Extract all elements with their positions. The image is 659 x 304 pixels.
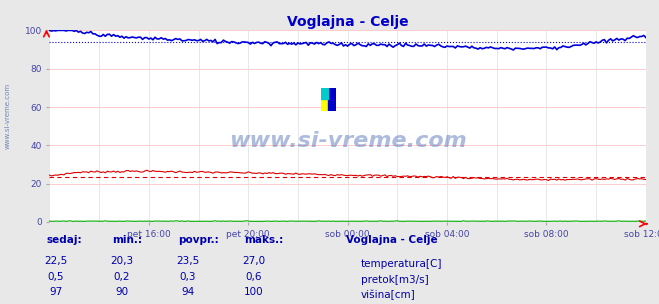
Text: 100: 100 bbox=[244, 287, 264, 297]
Text: sedaj:: sedaj: bbox=[46, 235, 82, 245]
Text: min.:: min.: bbox=[112, 235, 142, 245]
Text: 20,3: 20,3 bbox=[110, 257, 134, 267]
Text: 90: 90 bbox=[115, 287, 129, 297]
Text: povpr.:: povpr.: bbox=[178, 235, 219, 245]
Text: www.si-vreme.com: www.si-vreme.com bbox=[5, 82, 11, 149]
Text: 94: 94 bbox=[181, 287, 194, 297]
Text: 97: 97 bbox=[49, 287, 63, 297]
Text: www.si-vreme.com: www.si-vreme.com bbox=[229, 132, 467, 151]
Text: temperatura[C]: temperatura[C] bbox=[361, 260, 443, 269]
Text: 27,0: 27,0 bbox=[242, 257, 266, 267]
Text: Voglajna - Celje: Voglajna - Celje bbox=[346, 235, 438, 245]
Text: 22,5: 22,5 bbox=[44, 257, 68, 267]
Text: 0,3: 0,3 bbox=[179, 272, 196, 282]
Title: Voglajna - Celje: Voglajna - Celje bbox=[287, 15, 409, 29]
Text: maks.:: maks.: bbox=[244, 235, 283, 245]
Text: 0,2: 0,2 bbox=[113, 272, 130, 282]
Text: pretok[m3/s]: pretok[m3/s] bbox=[361, 275, 429, 285]
Text: 0,5: 0,5 bbox=[47, 272, 65, 282]
Text: 0,6: 0,6 bbox=[245, 272, 262, 282]
Text: višina[cm]: višina[cm] bbox=[361, 290, 416, 300]
Text: 23,5: 23,5 bbox=[176, 257, 200, 267]
